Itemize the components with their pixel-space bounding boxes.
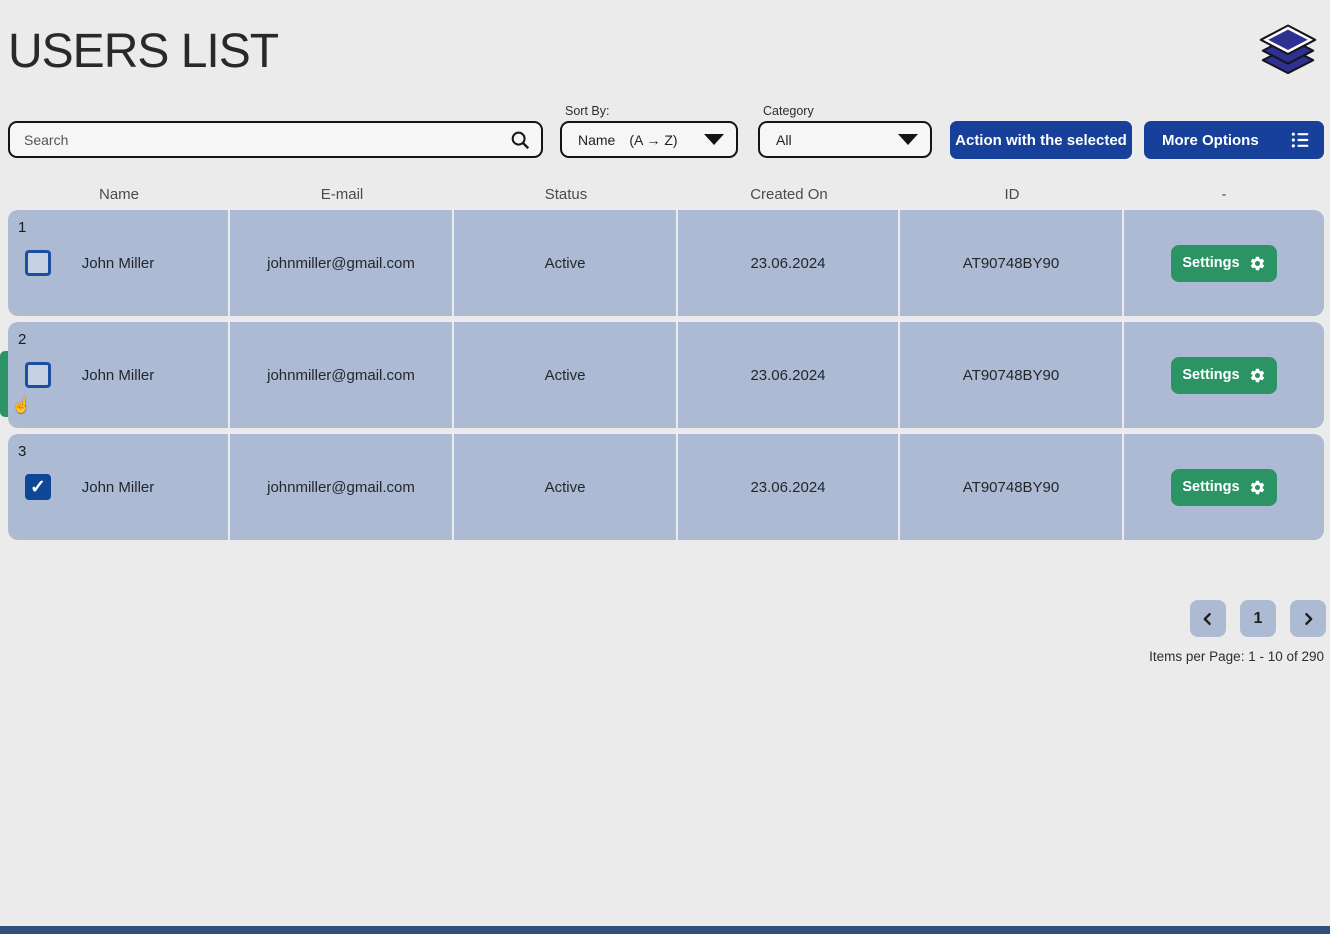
table-row: 3 ✓ John Miller johnmiller@gmail.com Act… <box>8 434 1324 540</box>
user-email: johnmiller@gmail.com <box>267 478 415 496</box>
category-label: Category <box>763 104 814 118</box>
search-icon[interactable] <box>509 129 531 151</box>
user-id: AT90748BY90 <box>962 478 1060 496</box>
column-header-id: ID <box>1004 186 1020 203</box>
user-name: John Miller <box>81 254 155 272</box>
action-with-selected-button[interactable]: Action with the selected <box>950 121 1132 159</box>
search-input[interactable] <box>24 131 509 148</box>
chevron-right-icon <box>1300 611 1316 627</box>
prev-page-button[interactable] <box>1190 600 1226 637</box>
user-status: Active <box>544 254 586 272</box>
column-header-email: E-mail <box>320 186 364 203</box>
row-number: 2 <box>18 331 27 348</box>
action-with-selected-label: Action with the selected <box>955 131 1127 149</box>
column-header-actions: - <box>1221 186 1227 203</box>
settings-button[interactable]: Settings <box>1171 356 1277 394</box>
row-checkbox-checked[interactable]: ✓ <box>25 474 51 500</box>
user-status: Active <box>544 478 586 496</box>
check-icon: ✓ <box>30 476 46 498</box>
column-header-created-on: Created On <box>750 186 828 203</box>
user-status: Active <box>544 366 586 384</box>
gear-icon <box>1249 367 1266 384</box>
settings-label: Settings <box>1182 367 1240 383</box>
sort-by-value: Name <box>578 131 616 148</box>
settings-label: Settings <box>1182 479 1240 495</box>
chevron-left-icon <box>1200 611 1216 627</box>
row-number: 1 <box>18 219 27 236</box>
gear-icon <box>1249 479 1266 496</box>
hovered-row-indicator <box>0 351 9 417</box>
bulleted-list-icon <box>1290 130 1310 150</box>
chevron-down-icon <box>898 134 918 145</box>
column-header-name: Name <box>98 186 139 203</box>
more-options-label: More Options <box>1162 131 1259 149</box>
settings-label: Settings <box>1182 255 1240 271</box>
settings-button[interactable]: Settings <box>1171 244 1277 282</box>
row-checkbox[interactable]: ✓ <box>25 362 51 388</box>
sort-by-direction: (A → Z) <box>629 131 678 148</box>
user-id: AT90748BY90 <box>962 366 1060 384</box>
user-email: johnmiller@gmail.com <box>267 254 415 272</box>
user-created-on: 23.06.2024 <box>750 254 826 272</box>
gear-icon <box>1249 255 1266 272</box>
user-id: AT90748BY90 <box>962 254 1060 272</box>
stacked-layers-logo-icon <box>1254 16 1322 84</box>
table-row: 1 ✓ John Miller johnmiller@gmail.com Act… <box>8 210 1324 316</box>
sort-by-label: Sort By: <box>565 104 610 118</box>
more-options-button[interactable]: More Options <box>1144 121 1324 159</box>
user-email: johnmiller@gmail.com <box>267 366 415 384</box>
category-select[interactable]: All <box>758 121 932 158</box>
bottom-bar <box>0 926 1330 934</box>
row-number: 3 <box>18 443 27 460</box>
page-number-button[interactable]: 1 <box>1240 600 1276 637</box>
column-header-status: Status <box>544 186 588 203</box>
sort-by-select[interactable]: Name (A → Z) <box>560 121 738 158</box>
page-title: USERS LIST <box>8 25 279 78</box>
user-created-on: 23.06.2024 <box>750 478 826 496</box>
settings-button[interactable]: Settings <box>1171 468 1277 506</box>
search-box[interactable] <box>8 121 543 158</box>
next-page-button[interactable] <box>1290 600 1326 637</box>
table-header-row: Name E-mail Status Created On ID - <box>8 186 1324 208</box>
table-row: 2 ✓ John Miller johnmiller@gmail.com Act… <box>8 322 1324 428</box>
row-checkbox[interactable]: ✓ <box>25 250 51 276</box>
category-value: All <box>776 131 792 148</box>
user-created-on: 23.06.2024 <box>750 366 826 384</box>
chevron-down-icon <box>704 134 724 145</box>
user-name: John Miller <box>81 478 155 496</box>
user-name: John Miller <box>81 366 155 384</box>
items-per-page-label: Items per Page: 1 - 10 of 290 <box>1149 649 1324 664</box>
